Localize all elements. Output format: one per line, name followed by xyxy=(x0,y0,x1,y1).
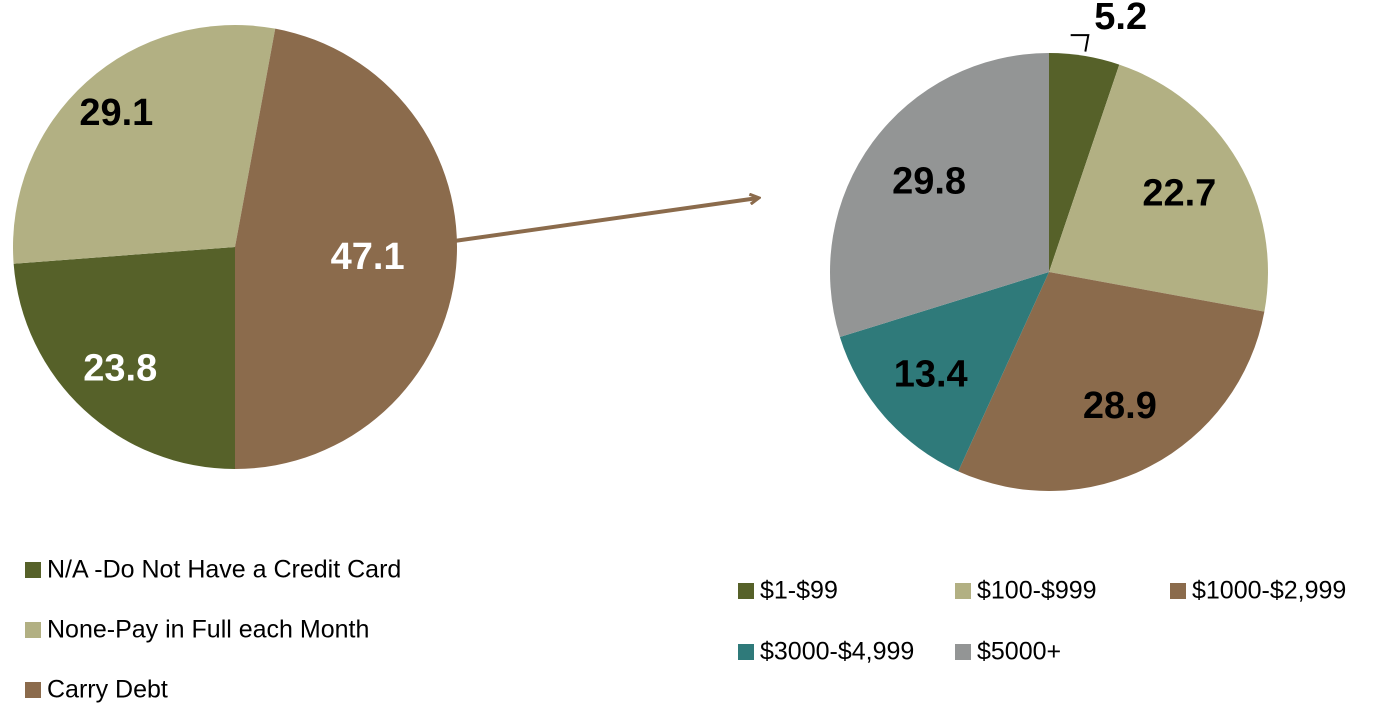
pie-slice xyxy=(830,53,1049,338)
pie-slice xyxy=(839,272,1049,472)
legend-label: $1-$99 xyxy=(760,577,838,605)
pie-slice xyxy=(958,272,1265,491)
legend-swatch xyxy=(1170,583,1186,599)
legend-label: None-Pay in Full each Month xyxy=(47,616,369,644)
pie-slice xyxy=(12,25,276,264)
data-label: 28.9 xyxy=(1083,385,1157,427)
legend-label: Carry Debt xyxy=(47,676,168,704)
data-label: 29.8 xyxy=(892,161,966,203)
legend-swatch xyxy=(25,622,41,638)
legend-label: N/A -Do Not Have a Credit Card xyxy=(47,556,401,584)
connector-arrow xyxy=(439,198,758,245)
pie-slice xyxy=(235,28,458,469)
legend-swatch xyxy=(955,644,971,660)
legend-swatch xyxy=(25,562,41,578)
data-label: 22.7 xyxy=(1142,173,1216,215)
legend-swatch xyxy=(25,682,41,698)
legend-label: $5000+ xyxy=(977,638,1061,666)
leader-line xyxy=(1070,34,1090,52)
legend-swatch xyxy=(738,583,754,599)
pie-slice xyxy=(1049,53,1120,272)
legend-label: $1000-$2,999 xyxy=(1192,577,1346,605)
legend-swatch xyxy=(955,583,971,599)
data-label: 29.1 xyxy=(79,92,153,134)
data-label: 47.1 xyxy=(331,236,405,278)
data-label: 23.8 xyxy=(83,348,157,390)
pie-slice xyxy=(13,247,236,469)
data-label: 5.2 xyxy=(1094,0,1147,38)
legend-label: $100-$999 xyxy=(977,577,1097,605)
legend-label: $3000-$4,999 xyxy=(760,638,914,666)
legend-swatch xyxy=(738,644,754,660)
pie-slice xyxy=(1049,64,1268,312)
data-label: 13.4 xyxy=(894,353,968,395)
